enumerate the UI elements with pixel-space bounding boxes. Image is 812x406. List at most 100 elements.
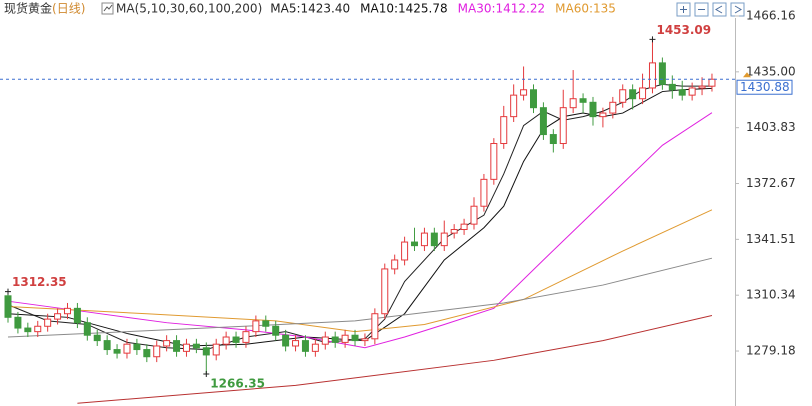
candle-body (619, 89, 627, 103)
candle-body (639, 87, 647, 100)
extreme-marker (203, 371, 210, 378)
candle-body (420, 232, 428, 247)
prev-button[interactable] (712, 2, 727, 17)
candle-body (123, 343, 131, 354)
annotation: 1453.09 (656, 23, 711, 37)
toolbar (676, 2, 745, 17)
candle-body (371, 313, 379, 340)
candle-body (529, 89, 537, 109)
candle-body (93, 334, 101, 342)
indicator-label: MA(5,10,30,60,100,200) (116, 2, 262, 16)
extreme-marker (5, 288, 11, 295)
candle-body (549, 134, 557, 145)
candle-body (331, 336, 339, 343)
candle-body (440, 232, 448, 247)
candle-body (609, 101, 617, 114)
candle-body (4, 295, 12, 318)
candle-body (321, 336, 329, 345)
y-tick-label: 1403.83 (746, 120, 796, 134)
candle-body (173, 340, 181, 352)
candle-body (559, 107, 567, 145)
candle-body (351, 334, 359, 342)
candle-body (222, 336, 230, 345)
candle-body (83, 322, 91, 336)
candle-body (668, 83, 676, 91)
candle-body (202, 347, 210, 356)
candle-body (688, 87, 696, 96)
annotation: 1266.35 (210, 377, 265, 391)
chart-subtitle: (日线) (52, 2, 85, 16)
candle-body (24, 327, 32, 333)
last-price-label: 1430.88 (740, 80, 790, 94)
y-tick-label: 1466.16 (746, 9, 796, 23)
candle-body (163, 340, 171, 347)
candle-body (212, 343, 220, 356)
candle-body (192, 343, 200, 349)
candle-body (500, 116, 508, 145)
candle-body (480, 178, 488, 207)
candle-body (34, 325, 42, 333)
candle-body (341, 334, 349, 343)
candle-body (539, 107, 547, 136)
ma-line (77, 315, 713, 404)
candle-body (520, 89, 528, 96)
icon (715, 5, 723, 14)
candle-body (648, 62, 656, 89)
candle-body (411, 241, 419, 247)
indicator-icon[interactable] (101, 2, 114, 15)
candle-body (73, 307, 81, 324)
chart-title: 现货黄金 (4, 1, 52, 16)
legend-entry: MA30:1412.22 (458, 2, 546, 16)
candle-body (292, 340, 300, 347)
indicator-icon-glyph (103, 4, 113, 12)
candle-body (589, 101, 597, 118)
candle-body (301, 340, 309, 352)
candle-body (401, 241, 409, 261)
candle-body (678, 89, 686, 96)
candle-body (311, 343, 319, 352)
ma-line (7, 112, 713, 349)
ma-line (7, 209, 713, 333)
legend-entry: MA10:1425.78 (360, 2, 448, 16)
candle-body (698, 85, 706, 89)
candle-body (262, 320, 270, 327)
candle-body (361, 338, 369, 342)
y-tick-label: 1310.34 (746, 288, 796, 302)
y-tick-label: 1372.67 (746, 176, 796, 190)
candle-body (381, 268, 389, 315)
candle-body (133, 343, 141, 351)
candle-body (430, 232, 438, 247)
candle-body (569, 98, 577, 109)
candle-body (391, 259, 399, 270)
candle-body (252, 320, 260, 333)
candle-body (44, 318, 52, 327)
legend-entry: MA60:135 (555, 2, 616, 16)
candle-body (242, 331, 250, 343)
y-tick-label: 1435.00 (746, 64, 796, 78)
candle-body (599, 112, 607, 118)
candle-body (282, 334, 290, 347)
annotation: 1312.35 (12, 275, 67, 289)
candle-body (629, 89, 637, 100)
candle-body (103, 340, 111, 351)
y-tick-label: 1341.51 (746, 232, 796, 246)
icon (734, 5, 742, 14)
legend-entry: MA5:1423.40 (270, 2, 350, 16)
candle-body (460, 223, 468, 231)
candle-body (182, 343, 190, 352)
extreme-marker (649, 36, 656, 43)
last-price-arrow (743, 72, 751, 78)
candle-body (54, 313, 62, 320)
candle-body (510, 94, 518, 118)
ma-line (7, 83, 712, 351)
candle-body (113, 349, 121, 354)
next-button[interactable] (730, 2, 745, 17)
ma-line (7, 257, 713, 338)
last-price-box (736, 79, 793, 95)
candle-body (579, 98, 587, 103)
candle-body (143, 349, 151, 358)
candle-body (450, 229, 458, 234)
candle-body (658, 62, 666, 85)
